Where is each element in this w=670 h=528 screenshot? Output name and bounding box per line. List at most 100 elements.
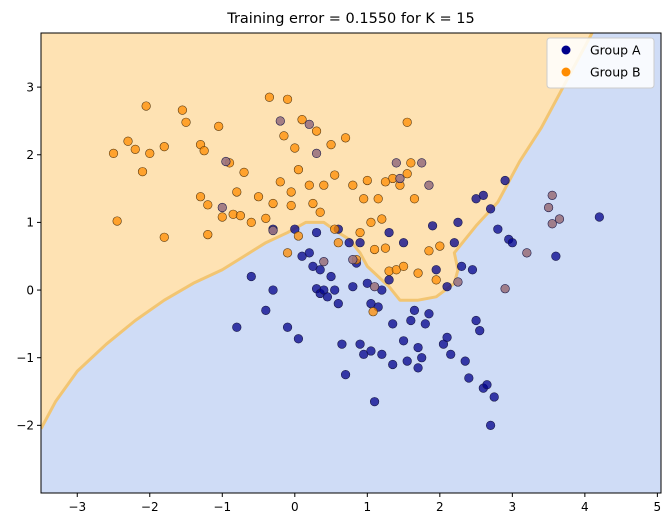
- point-group-a-34: [398, 336, 409, 346]
- point-group-b-56: [398, 261, 409, 271]
- point-group-b-26: [279, 131, 289, 141]
- point-group-a-26: [366, 346, 376, 356]
- point-group-b-60: [413, 268, 423, 278]
- x-axis-ticks: −3 −2 −1 0 1 2 3 4 5: [68, 493, 661, 514]
- point-overlap-1: [275, 116, 285, 126]
- point-group-b-21: [253, 192, 264, 202]
- point-overlap-8: [395, 173, 405, 184]
- point-group-a-39: [417, 353, 427, 363]
- point-group-a-47: [453, 217, 463, 228]
- point-group-a-42: [427, 221, 438, 231]
- point-group-a-62: [507, 238, 517, 248]
- point-overlap-17: [500, 284, 510, 294]
- point-group-b-51: [380, 243, 391, 253]
- point-group-a-46: [449, 238, 459, 248]
- point-overlap-16: [554, 214, 565, 224]
- point-group-a-0: [232, 322, 242, 332]
- point-group-a-27: [369, 397, 380, 407]
- point-group-b-69: [368, 307, 378, 317]
- point-group-b-24: [268, 198, 278, 209]
- point-group-b-68: [293, 231, 304, 241]
- point-group-b-37: [319, 180, 329, 190]
- axes-frame: [40, 32, 662, 494]
- point-group-b-15: [214, 121, 224, 131]
- point-group-b-29: [286, 200, 296, 211]
- point-group-b-57: [402, 117, 412, 127]
- point-group-a-50: [464, 373, 474, 383]
- point-group-a-15: [330, 285, 340, 295]
- point-group-b-16: [217, 212, 227, 222]
- point-group-b-38: [326, 140, 336, 150]
- point-group-b-45: [359, 194, 369, 204]
- point-group-a-37: [409, 305, 420, 315]
- point-group-b-20: [246, 217, 256, 228]
- point-overlap-19: [348, 255, 358, 265]
- point-overlap-12: [522, 248, 532, 258]
- group-b-region: [41, 33, 593, 429]
- point-overlap-10: [424, 180, 434, 190]
- point-group-b-23: [264, 92, 275, 102]
- legend-marker-group-a: [561, 45, 571, 55]
- point-group-b-32: [297, 114, 307, 125]
- point-group-b-62: [431, 275, 441, 285]
- point-group-a-1: [261, 305, 271, 315]
- point-overlap-15: [547, 219, 557, 229]
- point-group-b-64: [112, 216, 122, 226]
- point-group-b-46: [362, 175, 372, 186]
- point-group-a-49: [460, 356, 470, 366]
- point-group-b-12: [199, 146, 209, 156]
- point-group-b-8: [177, 105, 188, 115]
- plot-area: [41, 33, 661, 493]
- point-group-b-33: [304, 180, 314, 190]
- point-group-b-19: [239, 167, 249, 177]
- point-group-b-39: [330, 170, 340, 180]
- point-group-a-18: [340, 370, 351, 380]
- point-group-a-72: [431, 265, 441, 275]
- point-group-a-69: [355, 238, 365, 248]
- legend-label-group-b: Group B: [590, 65, 641, 80]
- x-tick-label-3: 3: [509, 500, 517, 514]
- point-group-b-58: [406, 158, 416, 168]
- point-group-a-16: [333, 298, 343, 309]
- point-group-a-67: [311, 227, 322, 238]
- y-tick-label-2: 2: [26, 148, 34, 162]
- point-group-b-27: [282, 94, 293, 104]
- point-overlap-9: [417, 158, 427, 168]
- point-group-b-71: [330, 224, 340, 234]
- point-group-a-53: [475, 326, 485, 336]
- x-tick-label-2: 2: [436, 500, 444, 514]
- point-group-b-35: [311, 126, 322, 136]
- point-overlap-13: [544, 202, 554, 213]
- point-group-b-41: [340, 133, 351, 143]
- point-group-b-70: [402, 169, 412, 179]
- point-overlap-0: [217, 202, 227, 213]
- point-group-b-31: [293, 165, 304, 175]
- point-group-a-64: [594, 212, 604, 222]
- point-group-a-3: [246, 271, 256, 282]
- y-tick-label-1: 1: [26, 216, 34, 230]
- point-group-a-44: [442, 332, 452, 343]
- point-group-b-6: [159, 142, 169, 152]
- point-group-b-22: [261, 213, 271, 223]
- point-overlap-4: [221, 156, 231, 167]
- point-group-b-13: [203, 200, 213, 210]
- point-group-b-36: [315, 207, 325, 217]
- point-group-a-20: [348, 282, 358, 292]
- point-group-b-25: [275, 177, 285, 187]
- point-group-a-63: [551, 251, 561, 261]
- point-group-b-34: [308, 198, 318, 209]
- point-group-a-48: [456, 261, 467, 271]
- y-tick-label-0: 0: [26, 283, 34, 297]
- y-axis-ticks: −2 −1 0 1 2 3: [16, 80, 41, 433]
- y-tick-label--1: −1: [16, 351, 34, 365]
- point-group-b-0: [108, 148, 119, 159]
- point-group-a-59: [493, 224, 503, 234]
- point-group-b-48: [369, 244, 380, 255]
- point-group-b-1: [123, 136, 133, 146]
- legend-box: [546, 37, 655, 89]
- point-group-b-49: [373, 194, 383, 204]
- point-group-a-71: [398, 238, 409, 248]
- point-group-a-56: [482, 380, 492, 390]
- point-group-a-5: [293, 334, 304, 344]
